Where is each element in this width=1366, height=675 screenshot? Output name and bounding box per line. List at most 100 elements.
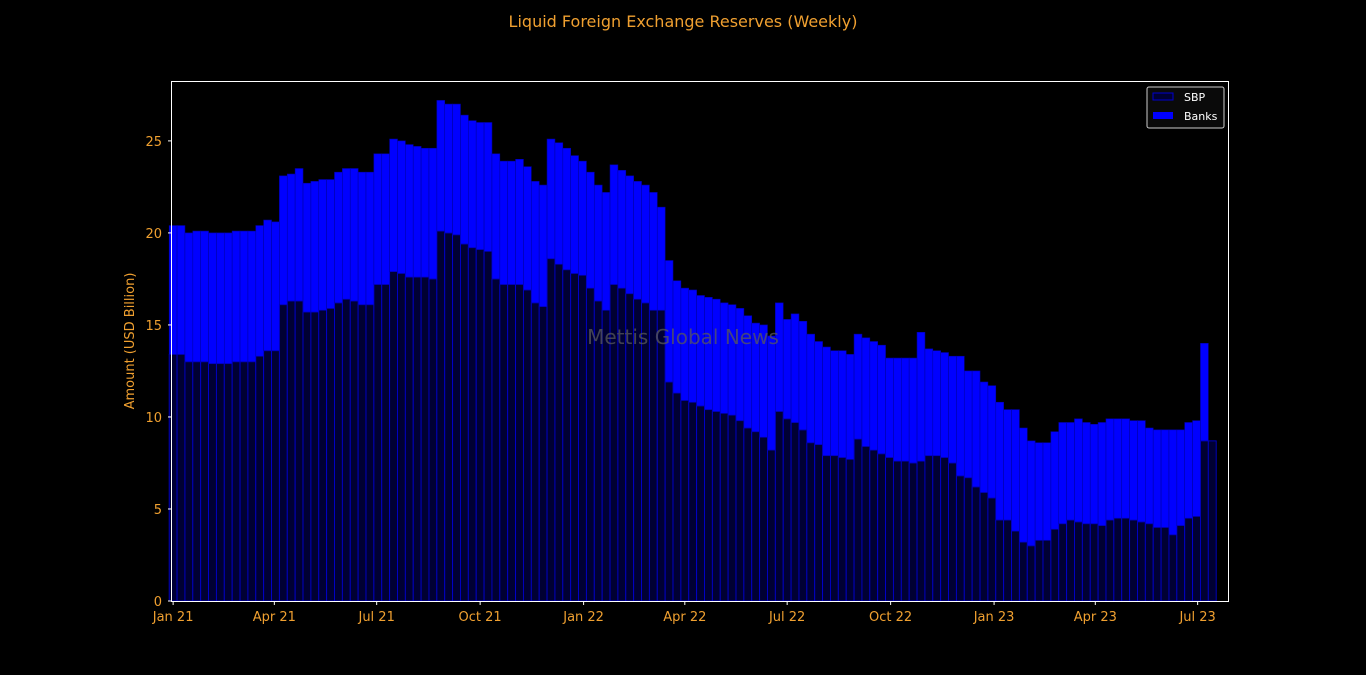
bar-sbp (278, 304, 288, 602)
bar-sbp (1066, 519, 1075, 602)
bar-banks (1168, 429, 1178, 536)
bar-sbp (334, 302, 343, 602)
y-tick-label: 5 (154, 503, 162, 518)
bar-sbp (475, 249, 485, 602)
bar-sbp (648, 309, 658, 602)
bar-banks (515, 159, 524, 285)
bar-banks (554, 142, 564, 265)
bar-sbp (168, 353, 178, 602)
bar-sbp (538, 306, 548, 602)
bar-banks (814, 341, 823, 445)
bars-layer (168, 100, 1217, 602)
bar-sbp (247, 361, 257, 602)
bar-sbp (1176, 525, 1186, 602)
bar-banks (397, 140, 406, 274)
bar-banks (326, 179, 335, 309)
x-tick-label: Oct 21 (459, 610, 502, 625)
bar-banks (932, 350, 941, 456)
bar-sbp (963, 477, 973, 602)
bar-sbp (877, 453, 887, 602)
bar-sbp (837, 457, 847, 602)
bar-banks (1034, 442, 1044, 541)
bar-sbp (672, 392, 682, 602)
x-tick-label: Apr 21 (253, 610, 296, 625)
bar-banks (342, 168, 351, 300)
bar-sbp (436, 230, 446, 602)
bar-sbp (751, 431, 761, 602)
x-tick-label: Oct 22 (869, 610, 912, 625)
bar-banks (1050, 431, 1060, 530)
bar-banks (798, 320, 808, 431)
bar-sbp (1050, 528, 1060, 602)
bar-sbp (822, 455, 831, 602)
bar-sbp (1026, 545, 1036, 602)
bar-banks (570, 155, 579, 274)
bar-banks (271, 221, 280, 351)
bar-sbp (743, 427, 753, 602)
bar-banks (365, 171, 375, 305)
bar-banks (1026, 440, 1036, 547)
bar-sbp (719, 412, 729, 602)
bar-banks (507, 160, 516, 285)
bar-banks (924, 348, 934, 456)
bar-banks (436, 100, 446, 232)
chart-title: Liquid Foreign Exchange Reserves (Weekly… (509, 12, 858, 31)
bar-banks (712, 298, 721, 412)
bar-sbp (499, 284, 509, 602)
y-tick-label: 10 (145, 411, 162, 426)
bar-sbp (554, 263, 564, 602)
bar-banks (664, 260, 674, 383)
y-axis: 0 5 10 15 20 25 (145, 135, 172, 610)
bar-sbp (239, 361, 249, 602)
bar-sbp (971, 486, 981, 602)
bar-sbp (916, 460, 926, 602)
bar-banks (767, 335, 776, 451)
bar-sbp (1003, 519, 1012, 602)
bar-banks (1058, 422, 1067, 525)
bar-sbp (1129, 519, 1138, 602)
bar-sbp (664, 381, 674, 602)
bar-banks (696, 295, 705, 407)
bar-sbp (1160, 526, 1170, 602)
bar-sbp (1042, 539, 1052, 602)
bar-sbp (570, 272, 579, 602)
bar-sbp (200, 361, 209, 602)
bar-sbp (806, 442, 816, 602)
bar-banks (546, 138, 556, 259)
bar-sbp (656, 309, 666, 602)
bar-sbp (192, 361, 202, 602)
bar-banks (562, 147, 571, 271)
bar-sbp (404, 276, 414, 602)
y-tick-label: 25 (145, 135, 162, 150)
bar-sbp (979, 491, 989, 602)
bar-banks (956, 355, 965, 477)
bar-sbp (1105, 519, 1115, 602)
bar-sbp (546, 258, 556, 602)
legend-swatch-banks (1153, 112, 1173, 119)
bar-banks (460, 114, 469, 245)
bar-banks (940, 352, 949, 458)
bar-sbp (782, 418, 792, 602)
bar-sbp (900, 460, 910, 602)
x-tick-label: Jul 22 (768, 610, 805, 625)
bar-sbp (601, 309, 611, 602)
bar-banks (1200, 343, 1209, 442)
bar-sbp (341, 298, 351, 602)
bar-sbp (223, 363, 233, 602)
bar-banks (719, 302, 729, 414)
bar-banks (1184, 422, 1193, 519)
bar-banks (176, 225, 186, 355)
bar-banks (979, 381, 989, 493)
bar-banks (499, 160, 508, 285)
bar-banks (1097, 422, 1107, 526)
bar-banks (255, 225, 264, 357)
bar-banks (468, 120, 477, 248)
bar-sbp (397, 272, 406, 602)
bar-banks (373, 153, 383, 285)
bar-banks (893, 357, 902, 462)
bar-sbp (263, 350, 272, 602)
bar-sbp (184, 361, 194, 602)
bar-sbp (1058, 523, 1068, 602)
bar-sbp (1113, 517, 1123, 602)
